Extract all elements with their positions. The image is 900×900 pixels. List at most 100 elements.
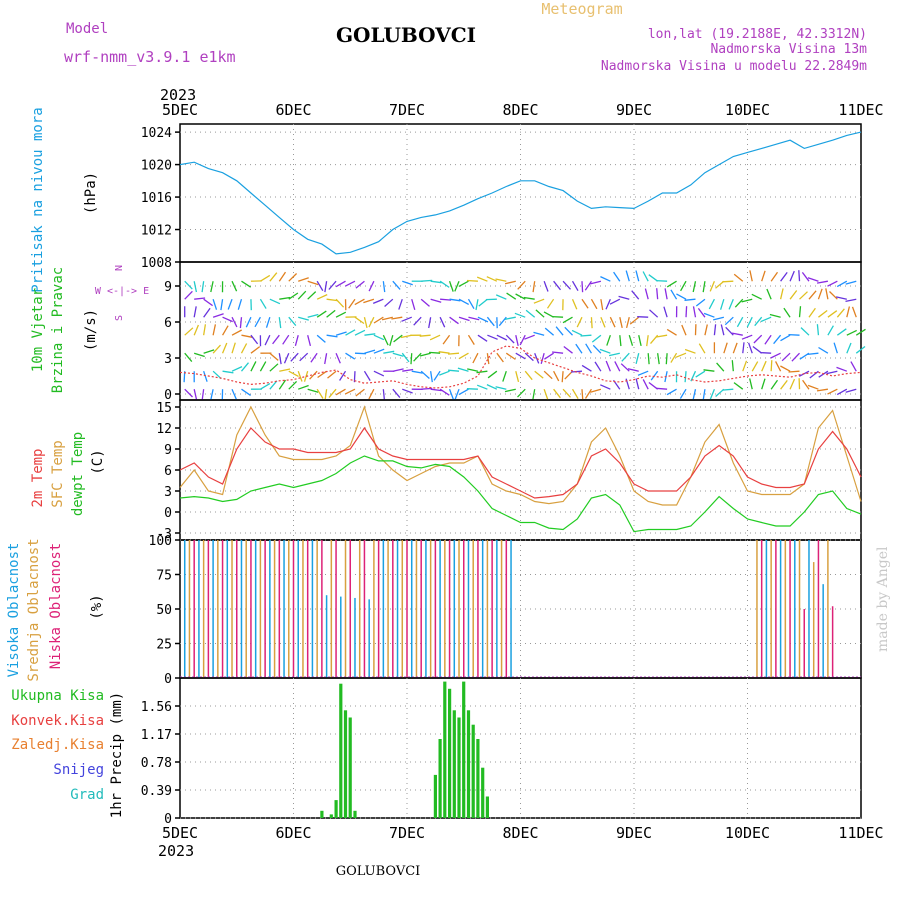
wind-barb bbox=[421, 387, 433, 390]
wind-barb bbox=[702, 281, 706, 293]
wind-barb bbox=[801, 272, 810, 282]
y-tick-label: 3 bbox=[164, 352, 172, 367]
wind-barb bbox=[382, 334, 389, 346]
wind-barb bbox=[642, 379, 649, 390]
y-tick-label: 50 bbox=[156, 603, 172, 618]
legend-total-rain: Ukupna Kisa bbox=[11, 688, 104, 704]
temperature-grid bbox=[180, 400, 861, 540]
wind-barb bbox=[629, 316, 640, 325]
wind-barb bbox=[368, 316, 375, 328]
legend-conv-rain: Konvek.Kisa bbox=[11, 713, 104, 729]
wind-barb bbox=[540, 353, 545, 364]
wind-barb bbox=[780, 272, 788, 282]
wind-barb bbox=[269, 272, 278, 282]
wind-barb bbox=[788, 370, 800, 373]
wind-barb bbox=[742, 360, 748, 372]
wind-barb bbox=[203, 349, 215, 354]
y-tick-label: 9 bbox=[164, 443, 172, 458]
wind-barb bbox=[259, 361, 267, 372]
wind-barb bbox=[307, 291, 317, 300]
wind-barb bbox=[761, 378, 766, 390]
wind-barb bbox=[808, 307, 816, 318]
wind-barb bbox=[525, 309, 536, 318]
wind-barb bbox=[846, 329, 857, 336]
wind-barb bbox=[504, 388, 516, 393]
wind-barb bbox=[807, 384, 819, 390]
wind-barb bbox=[307, 280, 319, 286]
model-elevation-label: Nadmorska Visina u modelu 22.2849m bbox=[601, 59, 867, 74]
y-tick-label: 0 bbox=[164, 672, 172, 687]
precip-bar bbox=[320, 810, 324, 818]
precip-bar bbox=[339, 683, 343, 818]
wind-barb bbox=[635, 353, 640, 365]
wind-barb bbox=[692, 389, 697, 401]
wind-barb bbox=[584, 280, 592, 291]
wind-barb bbox=[836, 308, 845, 318]
wind-barb bbox=[389, 335, 394, 346]
wind-barb bbox=[534, 370, 544, 379]
wind-barb bbox=[260, 383, 271, 390]
wind-barb bbox=[571, 280, 579, 292]
wind-barb bbox=[495, 386, 507, 390]
wind-barb bbox=[642, 271, 649, 282]
wind-barb bbox=[676, 293, 687, 300]
wind-barb bbox=[845, 298, 857, 303]
wind-barb bbox=[851, 306, 857, 318]
wind-barb bbox=[486, 316, 495, 327]
y-tick-label: 1.56 bbox=[141, 700, 172, 715]
wind-barb bbox=[532, 389, 536, 401]
wind-barb bbox=[725, 326, 734, 336]
wind-barb bbox=[203, 370, 208, 382]
wind-barb bbox=[684, 371, 687, 383]
wind-barb bbox=[210, 389, 214, 401]
wind-barb bbox=[836, 328, 847, 336]
wind-barb bbox=[264, 334, 271, 346]
wind-barb bbox=[348, 298, 356, 309]
wind-barb bbox=[393, 334, 403, 343]
wind-barb bbox=[581, 281, 584, 293]
wind-barb bbox=[798, 306, 802, 318]
wind-barb bbox=[600, 299, 604, 311]
y-tick-label: 0.39 bbox=[141, 784, 172, 799]
cloud-grid bbox=[180, 539, 861, 679]
wind-barb bbox=[800, 327, 810, 336]
wind-barb bbox=[609, 298, 621, 305]
y-tick-label: 6 bbox=[164, 316, 172, 331]
wind-barb bbox=[749, 378, 753, 390]
wind-barb bbox=[833, 342, 838, 354]
wind-ylabel2: Brzina i Pravac bbox=[50, 267, 66, 393]
top-date-tick: 8DEC bbox=[502, 101, 538, 119]
wind-barb bbox=[410, 353, 413, 365]
wind-barb bbox=[316, 280, 324, 292]
legend-frozen-rain: Zaledj.Kisa bbox=[11, 737, 104, 753]
wind-barb bbox=[212, 344, 221, 354]
wind-barbs bbox=[183, 270, 866, 401]
wind-barb bbox=[384, 298, 394, 307]
wind-barb bbox=[663, 306, 668, 318]
wind-barb bbox=[850, 361, 857, 372]
wind-barb bbox=[326, 309, 336, 318]
wind-barb bbox=[420, 298, 430, 307]
wind-barb bbox=[845, 280, 857, 285]
wind-barb bbox=[618, 295, 630, 300]
precip-bar bbox=[348, 717, 352, 818]
wind-barb bbox=[419, 352, 431, 357]
wind-barb bbox=[495, 278, 507, 282]
wind-barb bbox=[421, 279, 433, 282]
wind-barb bbox=[621, 352, 630, 362]
y-tick-label: 1016 bbox=[141, 191, 172, 206]
wind-barb bbox=[656, 279, 668, 282]
sfc-temp-line bbox=[179, 405, 862, 506]
wind-barb bbox=[254, 316, 261, 328]
wind-barb bbox=[240, 362, 250, 372]
wind-barb bbox=[210, 281, 214, 293]
wind-barb bbox=[310, 352, 318, 363]
wind-barb bbox=[592, 344, 602, 354]
wind-barb bbox=[827, 325, 834, 336]
pressure-y-ticks: 1008 1012 1016 1020 1024 bbox=[141, 126, 180, 271]
wind-barb bbox=[448, 388, 455, 400]
precip-bar bbox=[433, 774, 437, 818]
wind-barb bbox=[709, 280, 715, 292]
y-tick-label: 0 bbox=[164, 388, 172, 403]
